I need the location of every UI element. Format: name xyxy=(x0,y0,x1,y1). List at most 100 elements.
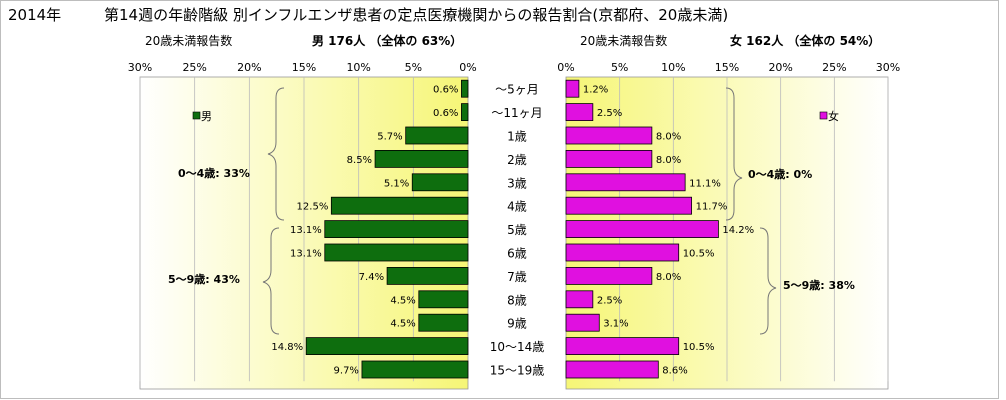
data-label-female: 1.2% xyxy=(583,85,608,96)
data-label-female: 10.5% xyxy=(683,342,715,353)
category-label: 4歳 xyxy=(507,200,527,214)
legend-swatch-male xyxy=(192,111,201,120)
bar-male xyxy=(405,126,469,145)
tick-label-right: 20% xyxy=(768,61,792,74)
bar-female xyxy=(565,313,600,332)
bar-female xyxy=(565,173,686,192)
data-label-female: 11.1% xyxy=(689,178,721,189)
bar-female xyxy=(565,149,653,168)
category-labels: ～5ヶ月 ～11ヶ月 1歳 2歳 3歳 4歳 5歳 6歳 7歳 8歳 9歳 10～14歳 15～19歳 xyxy=(490,83,545,378)
legend-label-male: 男 xyxy=(201,110,212,123)
category-label: ～11ヶ月 xyxy=(491,106,542,120)
tick-label-left: 0% xyxy=(459,61,476,74)
category-label: 1歳 xyxy=(507,130,527,144)
data-label-male: 0.6% xyxy=(433,108,458,119)
left-summary: 男 176人 （全体の 63%） xyxy=(312,33,462,48)
data-label-male: 4.5% xyxy=(390,295,415,306)
legend-label-female: 女 xyxy=(828,109,839,123)
bar-female xyxy=(565,337,680,356)
tick-label-left: 20% xyxy=(237,61,261,74)
bars: 0.6% 1.2% 0.6% 2.5% 5.7% 8.0% 8.5% 8.0% 5.1% 11.1… xyxy=(271,79,754,379)
tick-label-left: 15% xyxy=(292,61,316,74)
data-label-male: 5.1% xyxy=(384,178,409,189)
category-label: 5歳 xyxy=(507,223,527,237)
tick-label-right: 5% xyxy=(611,61,628,74)
data-label-female: 8.0% xyxy=(656,132,681,143)
tick-label-left: 30% xyxy=(128,61,152,74)
bar-male xyxy=(324,243,469,262)
category-label: 6歳 xyxy=(507,247,527,261)
data-label-female: 8.0% xyxy=(656,272,681,283)
tick-label-right: 25% xyxy=(822,61,846,74)
bar-female xyxy=(565,290,594,309)
tick-label-left: 5% xyxy=(405,61,422,74)
tick-label-left: 25% xyxy=(182,61,206,74)
data-label-male: 5.7% xyxy=(377,132,402,143)
left-group-5-9: 5～9歳: 43% xyxy=(168,272,240,286)
data-label-female: 14.2% xyxy=(722,225,754,236)
data-label-male: 14.8% xyxy=(271,342,303,353)
data-label-male: 4.5% xyxy=(390,319,415,330)
data-label-male: 13.1% xyxy=(290,249,322,260)
bar-female xyxy=(565,79,580,98)
tick-label-right: 0% xyxy=(557,61,574,74)
data-label-female: 11.7% xyxy=(696,202,728,213)
left-group-0-4: 0～4歳: 33% xyxy=(178,166,250,180)
bar-female xyxy=(565,266,653,285)
category-label: 7歳 xyxy=(507,270,527,284)
category-label: 3歳 xyxy=(507,176,527,190)
legend-swatch-female xyxy=(819,111,828,120)
bar-male xyxy=(386,266,469,285)
data-label-male: 9.7% xyxy=(334,366,359,377)
data-label-female: 3.1% xyxy=(603,319,628,330)
bar-male xyxy=(411,173,469,192)
left-brace-0-4 xyxy=(267,87,285,221)
year-label: 2014年 xyxy=(8,6,61,24)
bar-male xyxy=(418,313,469,332)
data-label-male: 12.5% xyxy=(297,202,329,213)
bar-male xyxy=(461,103,469,121)
bar-female xyxy=(565,126,653,145)
bar-male xyxy=(330,196,469,215)
bar-male xyxy=(305,337,469,356)
chart-title: 第14週の年齢階級 別インフルエンザ患者の定点医療機関からの報告割合(京都府、2… xyxy=(104,6,728,24)
bar-male xyxy=(461,79,469,98)
data-label-female: 10.5% xyxy=(683,249,715,260)
bar-male xyxy=(374,149,469,168)
tick-label-left: 10% xyxy=(346,61,370,74)
data-label-female: 2.5% xyxy=(597,295,622,306)
data-label-male: 7.4% xyxy=(359,272,384,283)
bar-female xyxy=(565,220,719,239)
tick-label-right: 10% xyxy=(661,61,685,74)
right-brace-5-9 xyxy=(759,227,777,335)
right-brace-0-4 xyxy=(725,87,743,221)
data-label-male: 8.5% xyxy=(347,155,372,166)
bar-male xyxy=(361,360,469,379)
bar-male xyxy=(324,220,469,239)
left-brace-5-9 xyxy=(262,227,280,335)
tick-labels: 0% 0% 5% 5% 10% 10% 15% 15% 20% 20% 25% 25% 30% 30% xyxy=(128,61,900,74)
right-summary: 女 162人 （全体の 54%） xyxy=(730,33,880,48)
category-label: 15～19歳 xyxy=(490,364,545,378)
data-label-female: 2.5% xyxy=(597,108,622,119)
category-label: ～5ヶ月 xyxy=(495,83,539,97)
category-label: 8歳 xyxy=(507,293,527,307)
bar-male xyxy=(418,290,469,309)
data-label-male: 13.1% xyxy=(290,225,322,236)
bar-female xyxy=(565,103,594,121)
left-subtitle: 20歳未満報告数 xyxy=(145,33,232,48)
right-group-0-4: 0～4歳: 0% xyxy=(748,167,812,181)
data-label-male: 0.6% xyxy=(433,85,458,96)
category-label: 2歳 xyxy=(507,153,527,167)
bar-female xyxy=(565,360,659,379)
right-group-5-9: 5～9歳: 38% xyxy=(783,278,855,292)
category-label: 10～14歳 xyxy=(490,340,545,354)
tick-label-right: 15% xyxy=(715,61,739,74)
right-subtitle: 20歳未満報告数 xyxy=(580,33,667,48)
bar-female xyxy=(565,196,692,215)
tick-label-right: 30% xyxy=(876,61,900,74)
bar-female xyxy=(565,243,680,262)
data-label-female: 8.6% xyxy=(662,366,687,377)
